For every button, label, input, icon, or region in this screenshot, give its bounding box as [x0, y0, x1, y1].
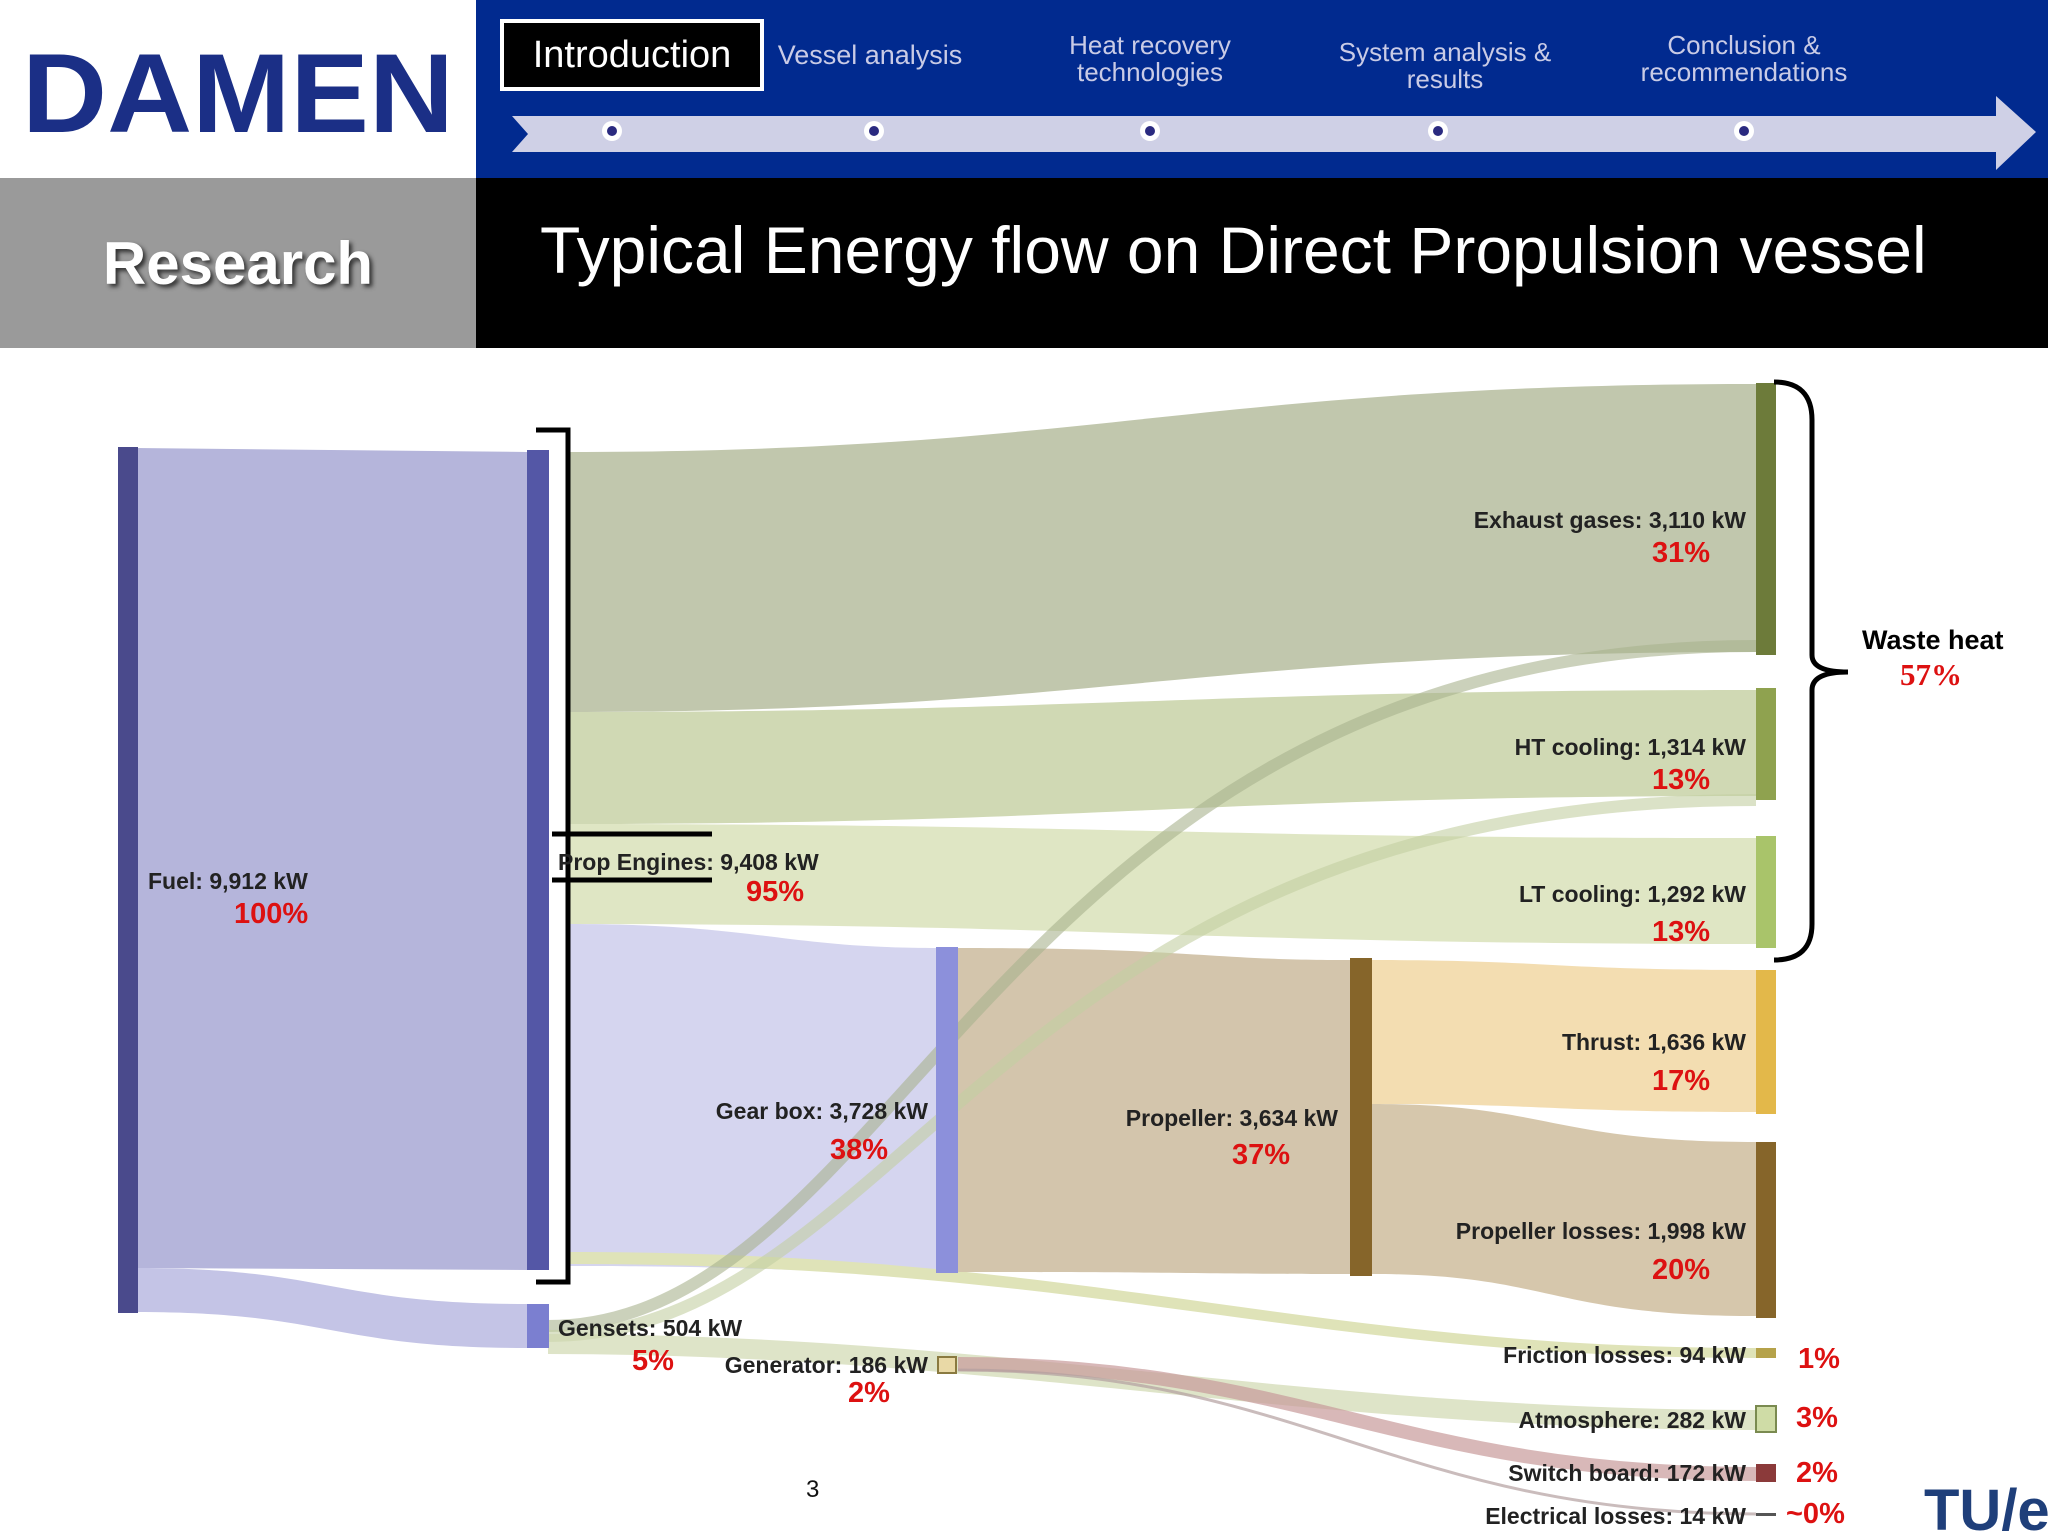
label-atmosphere: Atmosphere: 282 kW	[1518, 1407, 1746, 1433]
node-fuel	[118, 447, 138, 1313]
label-generator: Generator: 186 kW	[725, 1352, 929, 1378]
node-propeller-losses	[1756, 1142, 1776, 1318]
flow-generator-to-electrical-losses	[957, 1368, 1757, 1516]
percent-electrical-losses: ~0%	[1786, 1498, 1845, 1530]
label-switch-board: Switch board: 172 kW	[1508, 1460, 1746, 1486]
tab-system-analysis[interactable]: System analysis & results	[1338, 37, 1552, 94]
label-exhaust-gases: Exhaust gases: 3,110 kW	[1474, 507, 1747, 533]
label-electrical-losses: Electrical losses: 14 kW	[1485, 1503, 1746, 1529]
node-ht-cooling	[1756, 688, 1776, 800]
flow-prop-engines-to-friction	[568, 1252, 1756, 1358]
prop-engines-bracket	[536, 427, 571, 1285]
tue-logo: TU/e	[1924, 1478, 2048, 1536]
flow-prop-engines-to-gear-box	[568, 924, 938, 1272]
tab-conclusion[interactable]: Conclusion & recommendations	[1640, 30, 1848, 87]
label-gensets: Gensets: 504 kW	[558, 1315, 742, 1341]
timeline-arrow	[512, 96, 2036, 170]
node-electrical-losses	[1756, 1513, 1776, 1516]
node-gensets	[527, 1304, 549, 1348]
sankey-nodes	[118, 383, 1777, 1516]
brackets	[536, 379, 1849, 1285]
label-gear-box: Gear box: 3,728 kW	[716, 1098, 928, 1124]
prop-engines-label-bracket	[552, 831, 712, 883]
percent-lt-cooling: 13%	[1652, 916, 1710, 948]
percent-fuel: 100%	[234, 898, 308, 930]
percent-gear-box: 38%	[830, 1134, 888, 1166]
flow-gensets-to-exhaust	[547, 640, 1757, 1332]
damen-logo: DAMEN	[22, 31, 454, 156]
flow-prop-engines-to-lt-cooling	[568, 824, 1756, 944]
waste-heat-percent: 57%	[1900, 657, 1962, 692]
percent-friction-losses: 1%	[1798, 1343, 1840, 1375]
node-switch-board	[1756, 1464, 1776, 1482]
flow-prop-engines-to-ht-cooling	[568, 690, 1756, 824]
node-generator	[937, 1356, 957, 1374]
tab-heat-recovery[interactable]: Heat recovery technologies	[1069, 30, 1231, 87]
progress-arrow	[512, 96, 2036, 170]
percent-labels: 100% 95% 5% 38% 2% 37% 31% 13% 13% 17% 2…	[234, 537, 1845, 1530]
tab-vessel-analysis[interactable]: Vessel analysis	[777, 40, 963, 70]
node-propeller	[1350, 958, 1372, 1276]
flow-links	[136, 384, 1757, 1516]
label-propeller: Propeller: 3,634 kW	[1126, 1105, 1338, 1131]
percent-propeller-losses: 20%	[1652, 1254, 1710, 1286]
page-number: 3	[806, 1476, 820, 1503]
node-labels: Fuel: 9,912 kW Prop Engines: 9,408 kW Ge…	[148, 507, 1746, 1529]
node-exhaust-gases	[1756, 383, 1776, 655]
section-band: Research	[0, 178, 476, 348]
flow-prop-engines-to-exhaust	[568, 384, 1756, 712]
flow-propeller-to-thrust	[1372, 960, 1756, 1112]
label-prop-engines: Prop Engines: 9,408 kW	[558, 849, 819, 875]
percent-propeller: 37%	[1232, 1139, 1290, 1171]
percent-prop-engines: 95%	[746, 876, 804, 908]
flow-fuel-to-gensets	[136, 1268, 528, 1348]
label-propeller-losses: Propeller losses: 1,998 kW	[1456, 1218, 1746, 1244]
flow-fuel-to-prop-engines	[136, 448, 528, 1270]
label-fuel: Fuel: 9,912 kW	[148, 868, 308, 894]
flow-propeller-to-losses	[1372, 1104, 1756, 1316]
label-ht-cooling: HT cooling: 1,314 kW	[1515, 734, 1747, 760]
section-label: Research	[102, 229, 374, 297]
percent-atmosphere: 3%	[1796, 1402, 1838, 1434]
node-atmosphere	[1755, 1405, 1777, 1433]
title-band: Typical Energy flow on Direct Propulsion…	[476, 178, 2048, 348]
label-lt-cooling: LT cooling: 1,292 kW	[1519, 881, 1746, 907]
percent-generator: 2%	[848, 1377, 890, 1409]
node-lt-cooling	[1756, 836, 1776, 948]
percent-exhaust-gases: 31%	[1652, 537, 1710, 569]
logo-text: DAMEN	[22, 31, 454, 156]
label-thrust: Thrust: 1,636 kW	[1562, 1029, 1746, 1055]
logo-area: DAMEN	[0, 0, 476, 178]
waste-heat-label: Waste heat	[1862, 625, 2004, 655]
flow-gensets-to-ht-cooling	[547, 794, 1757, 1342]
node-thrust	[1756, 970, 1776, 1114]
waste-heat-bracket	[1773, 379, 1849, 963]
node-prop-engines	[527, 450, 549, 1270]
percent-thrust: 17%	[1652, 1065, 1710, 1097]
label-friction-losses: Friction losses: 94 kW	[1503, 1342, 1746, 1368]
flow-generator-to-switch-board	[957, 1357, 1757, 1481]
node-gear-box	[936, 947, 958, 1273]
percent-gensets: 5%	[632, 1345, 674, 1377]
page-title: Typical Energy flow on Direct Propulsion…	[540, 213, 1927, 287]
node-friction-losses	[1756, 1348, 1776, 1358]
tab-introduction[interactable]: Introduction	[500, 19, 764, 91]
percent-switch-board: 2%	[1796, 1457, 1838, 1489]
logo-cut	[150, 44, 160, 54]
percent-ht-cooling: 13%	[1652, 764, 1710, 796]
